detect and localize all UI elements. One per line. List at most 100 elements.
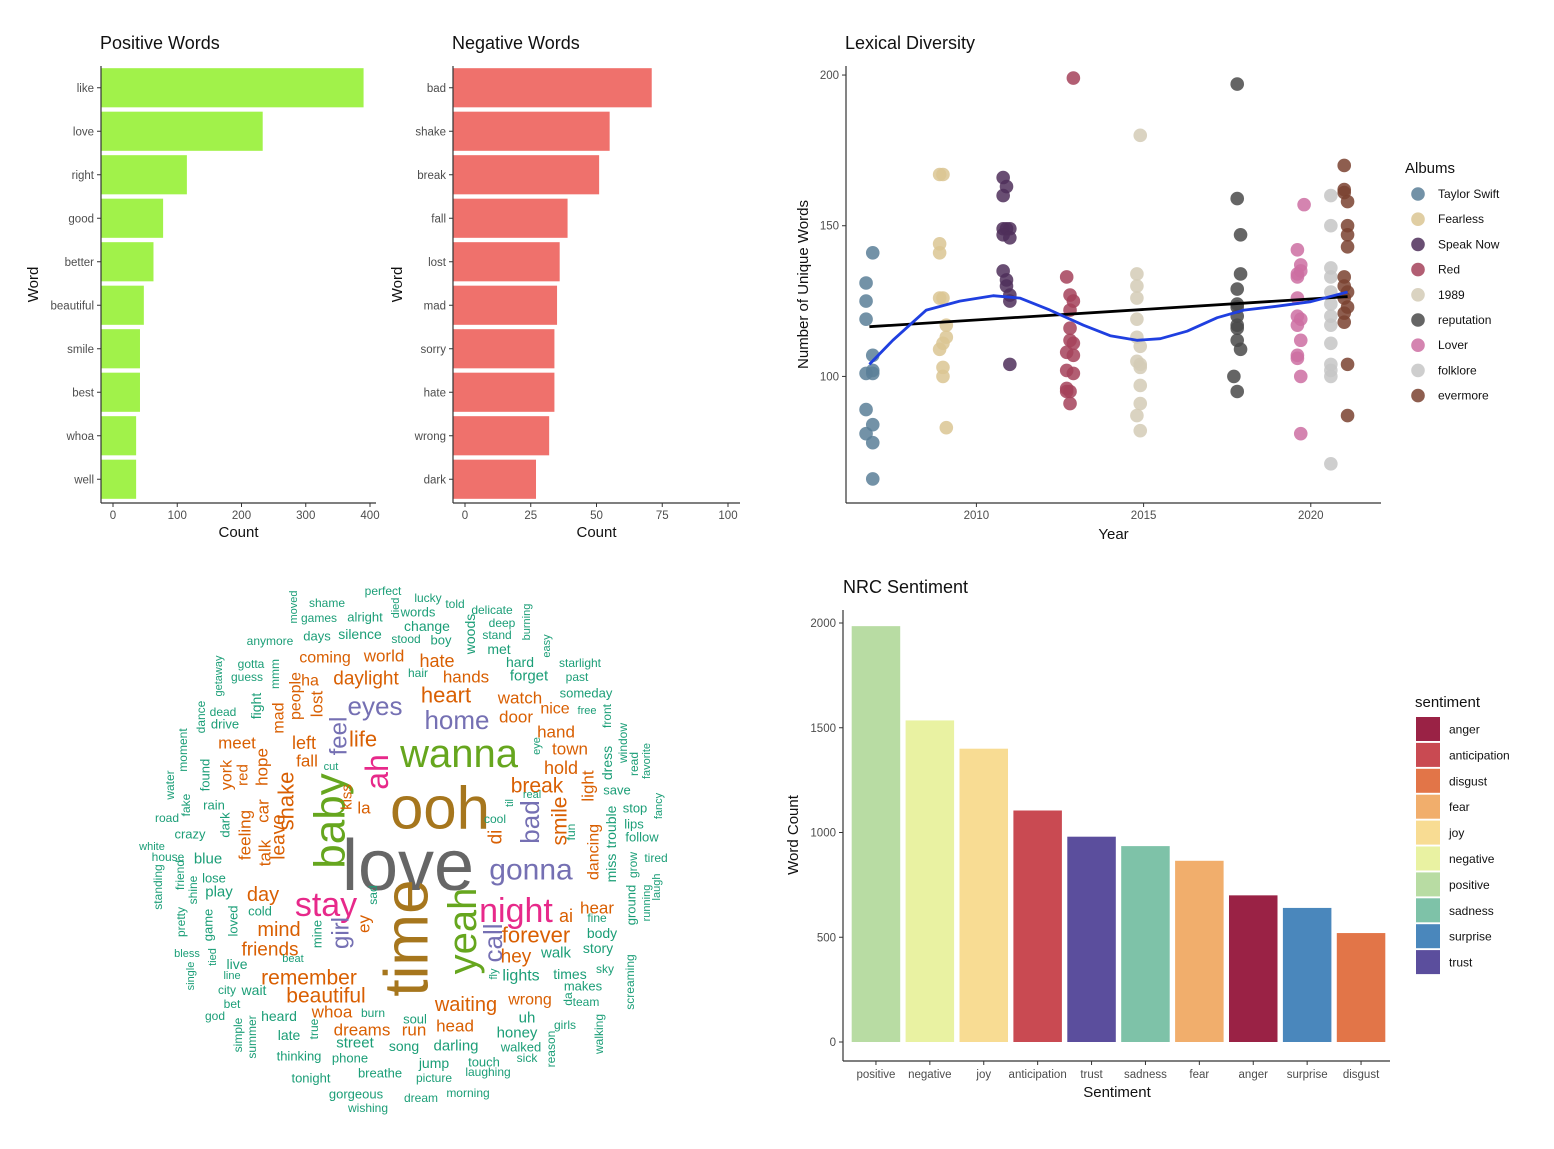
x-axis-title: Count <box>218 524 259 541</box>
bar-anger <box>1228 895 1278 1042</box>
y-tick-label: 100 <box>820 371 839 383</box>
word-honey: honey <box>497 1025 538 1042</box>
bar-bad <box>453 68 652 108</box>
y-axis-title: Word Count <box>785 794 802 875</box>
word-game: game <box>201 909 216 942</box>
word-call: call <box>478 923 508 962</box>
word-moved: moved <box>288 590 300 623</box>
x-tick-label: 2010 <box>964 510 990 522</box>
point-red <box>1063 396 1077 411</box>
fit-line-smooth-fit <box>868 290 1348 366</box>
legend-key-fear <box>1416 794 1440 819</box>
word-hair: hair <box>408 666 428 680</box>
point-1989 <box>1130 267 1144 281</box>
word-woods: woods <box>462 614 478 655</box>
point-evermore <box>1340 240 1355 254</box>
word-heart: heart <box>421 683 471 708</box>
bar-anticipation <box>1013 810 1062 1042</box>
point-fearless <box>932 291 947 305</box>
y-tick-label: fall <box>431 213 446 225</box>
bar-wrong <box>453 416 550 456</box>
point-reputation <box>1227 369 1241 384</box>
word-single: single <box>185 962 197 991</box>
word-sky: sky <box>596 962 614 976</box>
y-tick-label: well <box>73 474 94 486</box>
word-darling: darling <box>433 1038 478 1055</box>
legend-label: reputation <box>1438 313 1491 327</box>
word-york: york <box>219 759 236 790</box>
point-reputation <box>1233 342 1248 357</box>
chart-title: NRC Sentiment <box>843 577 968 597</box>
y-tick-label: sorry <box>420 344 446 356</box>
y-tick-label: break <box>417 170 446 182</box>
word-stay: stay <box>295 886 357 924</box>
word-hear: hear <box>580 899 614 918</box>
x-tick-label: positive <box>856 1069 895 1081</box>
legend-title: sentiment <box>1415 694 1481 711</box>
word-city: city <box>218 983 236 997</box>
word-white: white <box>138 841 165 853</box>
word-words: words <box>400 605 436 620</box>
legend-label: Red <box>1438 263 1460 277</box>
word-ai: ai <box>559 906 573 926</box>
legend-key-sadness <box>1416 898 1440 923</box>
word-hey: hey <box>501 947 532 968</box>
word-mine: mine <box>310 920 325 948</box>
legend-title: Albums <box>1405 160 1455 177</box>
word-coming: coming <box>299 650 351 667</box>
word-break: break <box>511 775 564 798</box>
word-cut: cut <box>324 761 339 773</box>
word-watch: watch <box>497 689 542 708</box>
word-til: til <box>504 799 516 807</box>
word-guess: guess <box>231 670 263 684</box>
x-tick-label: 300 <box>296 510 315 522</box>
bar-positive <box>851 626 901 1042</box>
bar-fall <box>453 198 568 238</box>
y-axis-title: Number of Unique Words <box>795 200 812 369</box>
legend-key-negative <box>1416 846 1440 871</box>
word-cold: cold <box>248 904 272 919</box>
word-body: body <box>587 925 617 941</box>
word-door: door <box>499 708 533 727</box>
word-simple: simple <box>231 1017 245 1052</box>
legend-key-taylor-swift <box>1411 187 1425 201</box>
word-dream: dream <box>404 1091 438 1105</box>
x-tick-label: 75 <box>656 510 669 522</box>
point-fearless <box>936 167 950 182</box>
x-tick-label: 2015 <box>1131 510 1157 522</box>
word-road: road <box>155 811 179 825</box>
x-tick-label: 100 <box>168 510 187 522</box>
word-real: real <box>523 789 541 801</box>
word-love: love <box>342 826 474 906</box>
point-evermore <box>1340 227 1355 242</box>
word-fine: fine <box>587 911 607 925</box>
word-jump: jump <box>418 1055 450 1071</box>
bar-mad <box>453 285 558 325</box>
bar-best <box>101 372 140 412</box>
word-sad: sad <box>366 885 380 904</box>
legend-key-disgust <box>1416 768 1440 793</box>
word-head: head <box>436 1017 474 1036</box>
word-picture: picture <box>416 1071 452 1085</box>
word-alright: alright <box>347 610 383 625</box>
point-1989 <box>1133 339 1148 354</box>
x-tick-label: 0 <box>462 510 468 522</box>
x-tick-label: 200 <box>232 510 251 522</box>
word-tonight: tonight <box>291 1071 330 1086</box>
point-evermore <box>1337 158 1352 173</box>
point-1989 <box>1130 408 1144 423</box>
point-taylor-swift <box>865 472 880 486</box>
word-rain: rain <box>203 798 225 813</box>
word-games: games <box>301 611 337 625</box>
word-line: line <box>223 970 240 982</box>
word-red: red <box>235 764 252 786</box>
word-car: car <box>254 799 273 823</box>
y-tick-label: love <box>73 126 94 138</box>
word-day: day <box>247 884 279 906</box>
word-found: found <box>198 759 213 792</box>
point-speak-now <box>1003 230 1017 245</box>
point-red <box>1066 348 1081 363</box>
word-moment: moment <box>176 728 190 772</box>
word-dark: dark <box>218 812 233 838</box>
word-walked: walked <box>500 1040 541 1055</box>
